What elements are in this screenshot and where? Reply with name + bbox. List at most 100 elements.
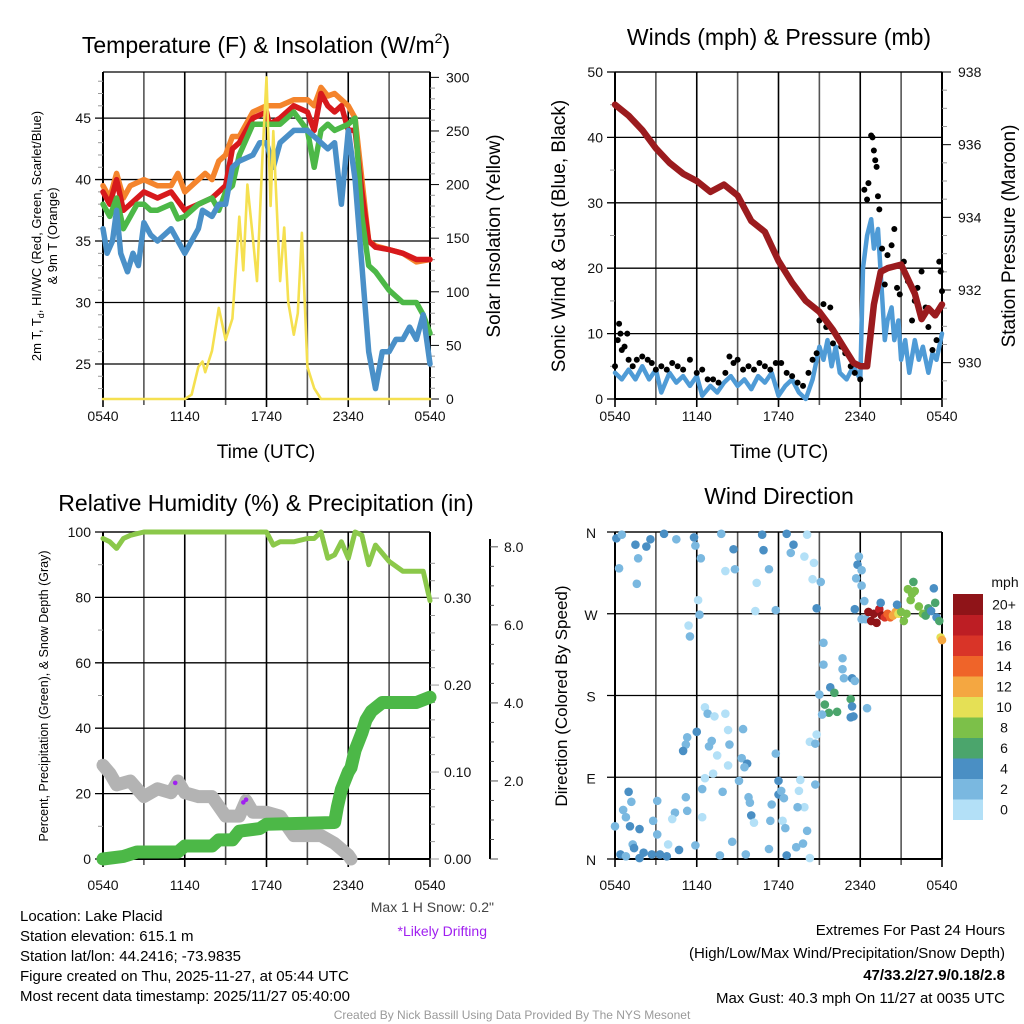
x-tick-label: 0540 <box>599 408 630 424</box>
wind-direction-point <box>820 700 830 709</box>
precip-line <box>96 690 437 866</box>
wind-direction-point <box>697 784 707 794</box>
wind-direction-point <box>819 660 828 669</box>
wind-direction-point <box>642 542 651 551</box>
gust-point <box>722 369 729 376</box>
wind-direction-point <box>721 709 730 718</box>
wind-direction-point <box>681 792 691 802</box>
gust-point <box>805 369 812 376</box>
wind-direction-point <box>793 802 802 812</box>
wind-direction-point <box>672 534 681 544</box>
wind-direction-point <box>749 818 759 827</box>
wind-direction-point <box>715 851 725 860</box>
gust-point <box>767 366 774 373</box>
wind-direction-point <box>685 632 695 641</box>
wind-direction-point <box>646 534 655 544</box>
wind-direction-point <box>910 586 920 596</box>
wind-direction-point <box>764 844 774 854</box>
title-text: Temperature (F) & Insolation (W/m <box>82 32 435 58</box>
y-axis-label: Percent, Precipitation (Green), & Snow D… <box>37 550 51 841</box>
x-tick-label: 0540 <box>414 877 445 893</box>
colorbar-label: 18 <box>996 617 1012 633</box>
wind-direction-point <box>716 529 726 539</box>
station-info-line: Station elevation: 615.1 m <box>20 928 193 945</box>
wind-direction-point <box>796 775 805 785</box>
y-tick-label: 10 <box>587 326 603 342</box>
wind-direction-point <box>723 761 733 770</box>
x-tick-label: 1140 <box>682 877 712 893</box>
x-axis-label: Time (UTC) <box>730 442 829 463</box>
x-tick-label: 1740 <box>763 408 794 424</box>
gust-point <box>745 363 752 370</box>
gust-point <box>624 330 631 337</box>
wind-direction-point <box>737 753 747 763</box>
colorbar-title: mph <box>991 574 1018 590</box>
gust-point <box>925 324 932 331</box>
gust-point <box>937 268 944 275</box>
direction-tick-label: E <box>586 770 595 786</box>
direction-tick-label: W <box>584 607 598 623</box>
colorbar-swatch <box>953 594 983 615</box>
direction-tick-label: N <box>586 852 596 868</box>
wind-direction-point <box>757 530 767 540</box>
wind-direction-point <box>682 806 692 816</box>
y2-tick-label: 100 <box>446 284 470 300</box>
gust-point <box>827 304 834 311</box>
wind-direction-point <box>862 703 872 713</box>
wind-direction-point <box>857 565 866 575</box>
x-tick-label: 2340 <box>333 877 364 893</box>
wind-direction-point <box>746 811 756 820</box>
likely-drifting-label: *Likely Drifting <box>398 923 487 939</box>
wind-direction-point <box>839 673 849 683</box>
wind-direction-point <box>810 739 820 748</box>
gust-point <box>616 320 623 327</box>
wind-direction-point <box>696 554 706 563</box>
wind-direction-point <box>710 712 719 721</box>
x-tick-label: 2340 <box>845 408 876 424</box>
gust-point <box>726 353 733 360</box>
wind-direction-panel: N E S W N 0 2 4 6 8 10 12 14 16 18 20+ mph 0540 1140 1740 23… <box>552 483 1019 893</box>
wind-direction-point <box>738 724 748 734</box>
wind-direction-point <box>914 602 924 611</box>
wind-direction-point <box>815 690 824 699</box>
gust-point <box>756 360 763 367</box>
drifting-point <box>172 780 178 786</box>
y2-axis-label: Station Pressure (Maroon) <box>999 125 1020 348</box>
extremes-values: 47/33.2/27.9/0.18/2.8 <box>863 967 1005 984</box>
wind-direction-point <box>652 796 662 806</box>
max-gust-text: Max Gust: 40.3 mph On 11/27 at 0035 UTC <box>716 990 1005 1007</box>
title-end: ) <box>442 32 450 58</box>
wind-direction-point <box>851 574 861 583</box>
gust-point <box>809 356 816 363</box>
gust-point <box>715 379 722 386</box>
wind-direction-point <box>817 710 827 719</box>
y2-tick-label: 938 <box>958 64 982 80</box>
colorbar-swatch <box>953 655 983 677</box>
station-info-line: Location: Lake Placid <box>20 908 163 925</box>
wind-direction-point <box>682 732 692 742</box>
wind-direction-point <box>727 837 737 847</box>
y-tick-label: 30 <box>587 195 603 211</box>
y-tick-label: 40 <box>587 129 603 145</box>
wind-direction-point <box>729 544 738 554</box>
wind-direction-point <box>703 709 712 718</box>
y-axis-label: 2m T, Td, HI/WC (Red, Green, Scarlet/Blu… <box>29 111 46 361</box>
wind-direction-point <box>725 740 734 749</box>
y-tick-label: 20 <box>587 260 603 276</box>
gust-point <box>639 353 646 360</box>
wind-direction-point <box>621 812 631 822</box>
wind-direction-point <box>629 843 639 853</box>
wind-direction-point <box>712 751 722 760</box>
gust-point <box>888 242 895 249</box>
y-tick-label: 20 <box>75 786 91 802</box>
colorbar-label: 0 <box>1000 801 1008 817</box>
gust-point <box>704 376 711 383</box>
wind-direction-point <box>824 708 834 718</box>
x-tick-label: 0540 <box>414 408 445 424</box>
gust-point <box>612 363 618 370</box>
station-info-line: Most recent data timestamp: 2025/11/27 0… <box>20 988 350 1005</box>
gust-point <box>864 196 871 203</box>
wind-direction-point <box>625 822 635 831</box>
gust-point <box>658 363 665 370</box>
wind-direction-point <box>779 793 789 803</box>
